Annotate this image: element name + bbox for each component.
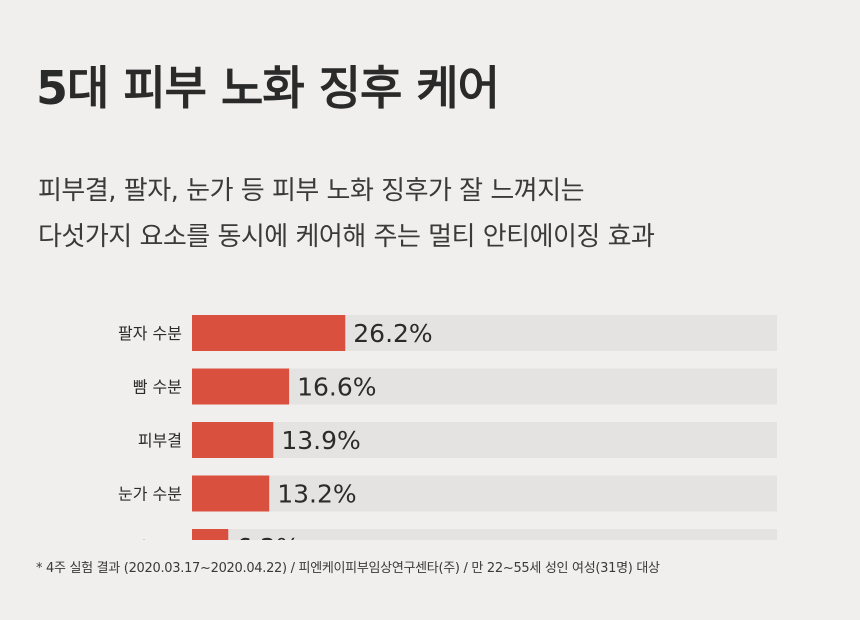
bar-row: 눈가 주름 6.2% <box>118 529 777 540</box>
bar <box>192 475 270 512</box>
bar <box>192 422 274 458</box>
subtitle: 피부결, 팔자, 눈가 등 피부 노화 징후가 잘 느껴지는 다섯가지 요소를 … <box>38 168 655 260</box>
chart-title: 5대 피부 노화 징후 케어 <box>36 61 500 115</box>
bar-track <box>192 368 777 405</box>
value-label: 13.2% <box>277 480 356 509</box>
subtitle-line-2: 다섯가지 요소를 동시에 케어해 주는 멀티 안티에이징 효과 <box>38 222 655 252</box>
bar <box>192 529 229 540</box>
bar-track <box>192 529 777 540</box>
bar-row: 빰 수분 16.6% <box>133 368 777 405</box>
bar-track <box>192 475 777 512</box>
category-label: 팔자 수분 <box>118 324 182 343</box>
footnote: * 4주 실험 결과 (2020.03.17~2020.04.22) / 피엔케… <box>36 561 660 576</box>
category-label: 빰 수분 <box>133 378 182 397</box>
subtitle-line-1: 피부결, 팔자, 눈가 등 피부 노화 징후가 잘 느껴지는 <box>38 176 585 206</box>
value-label: 26.2% <box>353 319 432 348</box>
bar-row: 눈가 수분 13.2% <box>118 475 777 512</box>
value-label: 16.6% <box>297 373 376 402</box>
value-label: 6.2% <box>236 533 300 540</box>
bar-row: 피부결 13.9% <box>138 422 777 458</box>
category-label: 눈가 주름 <box>118 538 182 540</box>
bar <box>192 315 346 351</box>
category-label: 눈가 수분 <box>118 485 182 504</box>
bar-track <box>192 422 777 458</box>
value-label: 13.9% <box>281 426 360 455</box>
category-label: 피부결 <box>138 431 182 450</box>
bar-row: 팔자 수분 26.2% <box>118 315 777 351</box>
bar <box>192 368 290 405</box>
